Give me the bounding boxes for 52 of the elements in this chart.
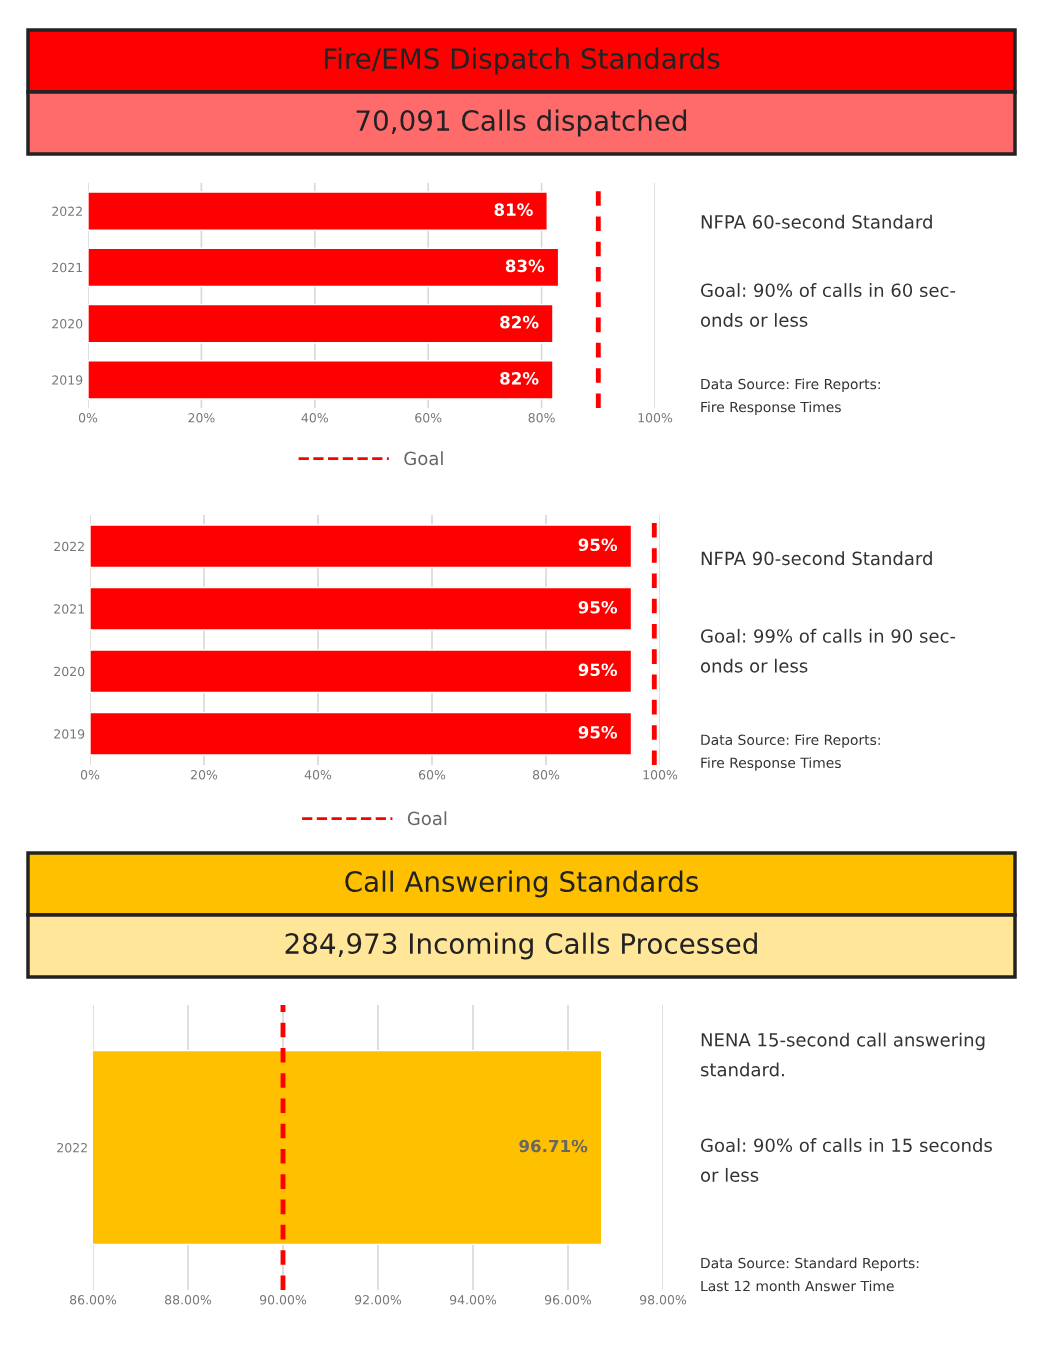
text: Goal: 90% of calls in 15 seconds or less	[701, 1138, 992, 1182]
data-label: 95%	[578, 538, 618, 552]
x-tick-label: 20%	[191, 770, 218, 780]
data-label: 95%	[578, 600, 618, 614]
text: Goal: 90% of calls in 60 sec- onds or less	[701, 283, 956, 327]
x-tick-label: 40%	[301, 413, 328, 423]
x-tick-label: 94.00%	[449, 1295, 497, 1305]
x-tick-label: 100%	[643, 770, 678, 780]
x-tick-label: 100%	[638, 413, 673, 423]
x-tick-label: 92.00%	[354, 1295, 402, 1305]
y-tick-label: 2019	[52, 375, 83, 385]
y-tick-label: 2022	[52, 206, 82, 217]
text: NENA 15-second call answering standard.	[700, 1032, 985, 1077]
text: NFPA 60-second Standard	[701, 214, 932, 229]
x-tick-label: 0%	[78, 413, 98, 423]
y-tick-label: 2022	[54, 541, 84, 552]
y-tick-label: 2020	[54, 666, 85, 677]
x-tick-label: 86.00%	[70, 1295, 117, 1305]
legend-label: Goal	[404, 451, 443, 466]
chart-title: Fire/EMS Dispatch Standards	[324, 47, 720, 75]
data-label: 82%	[500, 372, 539, 385]
chart-title: Call Answering Standards	[345, 870, 698, 898]
x-tick-label: 0%	[80, 770, 100, 780]
chart-subtitle: 284,973 Incoming Calls Processed	[285, 932, 757, 960]
source-note: Data Source: Standard Reports: Last 12 month Answer Time	[701, 1257, 919, 1292]
source-note: Data Source: Fire Reports: Fire Response Times	[701, 378, 880, 415]
x-tick-label: 20%	[188, 413, 215, 423]
source-note: Data Source: Fire Reports: Fire Response Times	[701, 734, 880, 771]
y-tick-label: 2021	[52, 262, 82, 273]
x-tick-label: 40%	[304, 770, 332, 780]
data-label: 95%	[578, 725, 618, 739]
x-tick-label: 90.00%	[259, 1295, 307, 1305]
x-tick-label: 98.00%	[639, 1295, 687, 1305]
text: Goal: 99% of calls in 90 sec- onds or less	[701, 628, 956, 673]
data-label: 83%	[505, 259, 545, 273]
text: NFPA 90-second Standard	[701, 551, 932, 566]
x-tick-label: 60%	[415, 413, 442, 423]
x-tick-label: 88.00%	[165, 1295, 212, 1305]
x-tick-label: 60%	[418, 770, 446, 780]
data-label: 95%	[578, 663, 618, 677]
y-tick-label: 2020	[52, 319, 83, 329]
legend-label: Goal	[407, 811, 447, 826]
data-label: 82%	[500, 315, 539, 329]
data-label: 81%	[494, 203, 533, 216]
x-tick-label: 80%	[528, 413, 555, 423]
y-tick-label: 2019	[54, 729, 85, 739]
x-tick-label: 80%	[532, 770, 560, 780]
y-tick-label: 2021	[54, 604, 84, 614]
y-tick-label: 2022	[57, 1142, 87, 1153]
data-label: 96.71%	[519, 1139, 588, 1153]
x-tick-label: 96.00%	[544, 1295, 592, 1305]
chart-subtitle: 70,091 Calls dispatched	[356, 109, 687, 137]
